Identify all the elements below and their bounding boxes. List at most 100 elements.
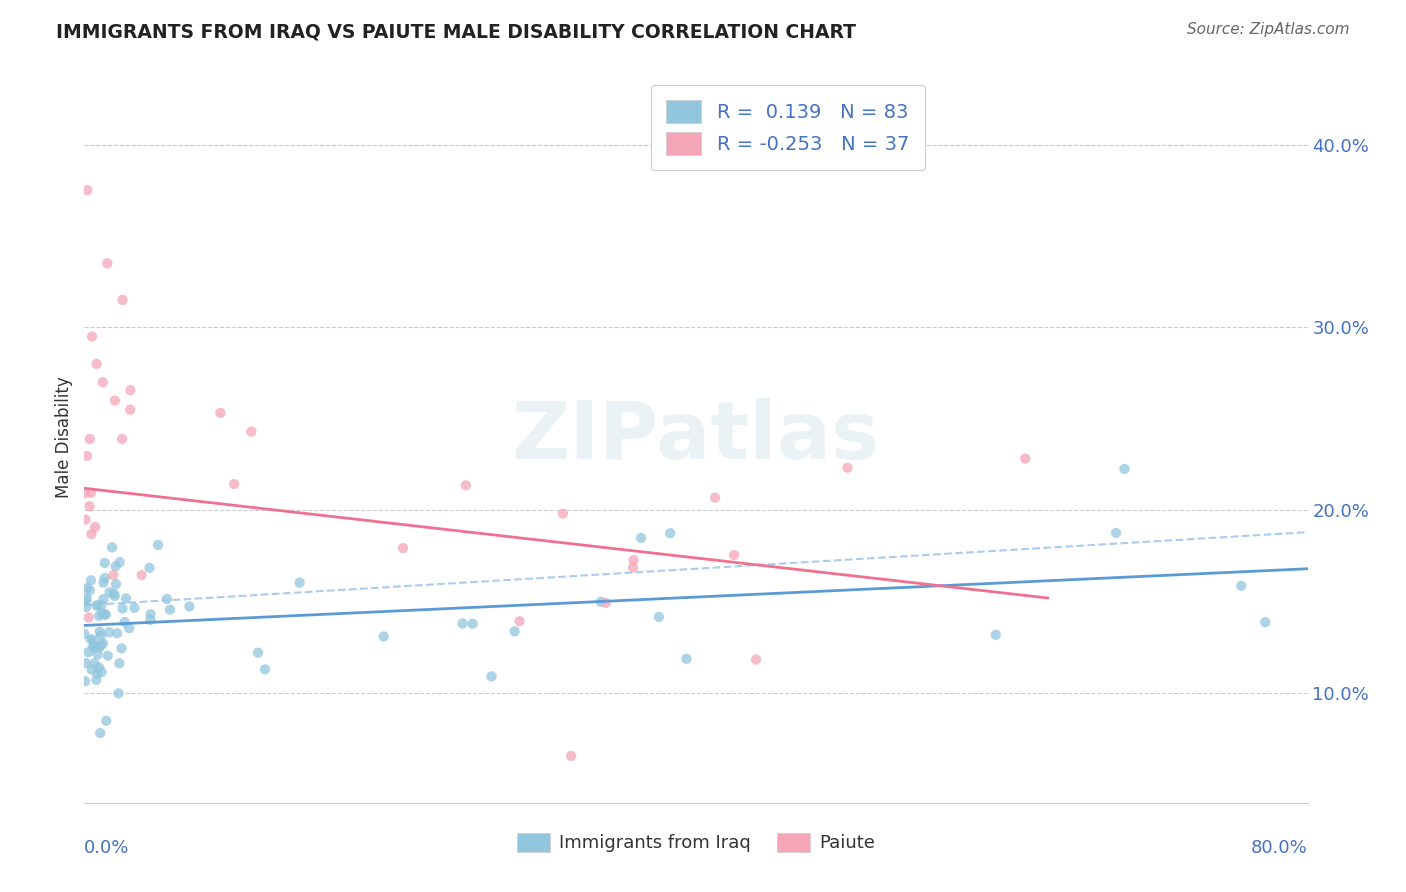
Point: [75, 600, 97, 615]
Point: [131, 568, 153, 582]
Point: [98, 625, 121, 640]
Point: [76, 449, 98, 463]
Point: [79, 583, 101, 598]
Point: [454, 478, 477, 492]
Point: [96, 256, 118, 270]
Point: [104, 393, 127, 408]
Legend: Immigrants from Iraq, Paiute: Immigrants from Iraq, Paiute: [510, 826, 882, 860]
Point: [1014, 451, 1036, 466]
Point: [104, 589, 127, 603]
Point: [91, 375, 114, 389]
Point: [723, 548, 745, 562]
Point: [111, 432, 134, 446]
Point: [159, 602, 181, 616]
Point: [240, 425, 263, 439]
Point: [83, 639, 105, 653]
Point: [83, 657, 105, 671]
Point: [90, 638, 112, 652]
Point: [80, 527, 103, 541]
Point: [75, 513, 97, 527]
Point: [103, 587, 125, 601]
Point: [648, 610, 671, 624]
Point: [120, 384, 142, 398]
Point: [108, 657, 131, 671]
Text: ZIPatlas: ZIPatlas: [512, 398, 880, 476]
Point: [659, 526, 682, 541]
Point: [76, 581, 98, 595]
Point: [392, 541, 415, 556]
Point: [115, 591, 138, 606]
Point: [837, 460, 859, 475]
Point: [560, 748, 582, 763]
Point: [89, 624, 111, 639]
Point: [595, 596, 617, 610]
Y-axis label: Male Disability: Male Disability: [55, 376, 73, 498]
Point: [114, 615, 136, 629]
Point: [87, 609, 110, 624]
Point: [98, 585, 121, 599]
Point: [76, 183, 98, 197]
Point: [675, 652, 697, 666]
Point: [103, 568, 125, 582]
Point: [139, 613, 162, 627]
Point: [96, 714, 118, 728]
Point: [481, 669, 503, 683]
Point: [91, 607, 114, 621]
Point: [253, 662, 276, 676]
Point: [91, 636, 114, 650]
Point: [630, 531, 652, 545]
Point: [79, 632, 101, 647]
Point: [90, 628, 112, 642]
Point: [111, 601, 134, 615]
Point: [86, 599, 108, 613]
Point: [589, 595, 612, 609]
Text: 80.0%: 80.0%: [1251, 839, 1308, 857]
Point: [101, 541, 124, 555]
Point: [623, 553, 645, 567]
Point: [75, 656, 97, 670]
Point: [111, 293, 134, 307]
Point: [551, 507, 574, 521]
Point: [621, 560, 644, 574]
Point: [93, 592, 115, 607]
Point: [1254, 615, 1277, 630]
Point: [76, 591, 98, 606]
Text: Source: ZipAtlas.com: Source: ZipAtlas.com: [1187, 22, 1350, 37]
Point: [1105, 525, 1128, 540]
Point: [373, 630, 395, 644]
Point: [156, 591, 179, 606]
Point: [77, 610, 100, 624]
Point: [86, 673, 108, 687]
Point: [80, 485, 103, 500]
Text: 0.0%: 0.0%: [84, 839, 129, 857]
Point: [90, 598, 112, 612]
Point: [82, 640, 104, 654]
Point: [1114, 462, 1136, 476]
Point: [209, 406, 232, 420]
Point: [97, 648, 120, 663]
Point: [224, 477, 246, 491]
Point: [75, 486, 97, 500]
Text: IMMIGRANTS FROM IRAQ VS PAIUTE MALE DISABILITY CORRELATION CHART: IMMIGRANTS FROM IRAQ VS PAIUTE MALE DISA…: [56, 22, 856, 41]
Point: [94, 556, 117, 570]
Point: [105, 626, 128, 640]
Point: [745, 652, 768, 666]
Point: [73, 674, 96, 689]
Point: [247, 646, 270, 660]
Point: [93, 607, 115, 622]
Point: [89, 640, 111, 655]
Point: [508, 614, 530, 628]
Point: [107, 686, 129, 700]
Point: [87, 660, 110, 674]
Point: [120, 402, 142, 417]
Point: [86, 357, 108, 371]
Point: [461, 616, 484, 631]
Point: [80, 329, 103, 343]
Point: [104, 559, 127, 574]
Point: [288, 575, 311, 590]
Point: [984, 628, 1007, 642]
Point: [146, 538, 169, 552]
Point: [1230, 579, 1253, 593]
Point: [79, 432, 101, 446]
Point: [451, 616, 474, 631]
